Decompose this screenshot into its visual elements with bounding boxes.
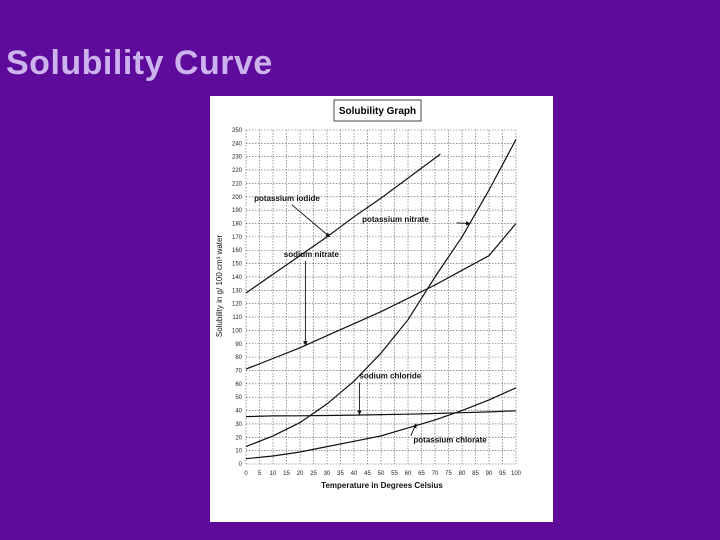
y-tick-label: 170 [232,235,243,241]
y-tick-label: 80 [235,355,242,361]
annotation-label: potassium nitrate [362,215,429,224]
y-tick-label: 210 [232,181,243,187]
y-tick-label: 150 [232,262,243,268]
y-tick-label: 50 [235,395,242,401]
y-tick-label: 140 [232,275,243,281]
annotation-label: potassium chlorate [413,436,487,445]
x-tick-label: 55 [391,471,398,477]
annotation-label: sodium nitrate [284,250,340,259]
y-tick-label: 200 [232,195,243,201]
solubility-chart: Solubility Graph 01020304050607080901001… [215,99,522,490]
chart-frame: Solubility Graph 0 10 20 30 40 50 60 70 80 90 100 1… [210,96,553,522]
x-tick-label: 80 [459,471,466,477]
x-tick-label: 60 [405,471,412,477]
annotation-label: potassium iodide [254,194,320,203]
x-tick-label: 85 [472,471,479,477]
y-tick-label: 110 [232,315,242,321]
y-tick-label: 250 [232,128,243,134]
x-tick-label: 45 [364,471,371,477]
tick-labels: 0102030405060708090100110120130140150160… [232,128,522,477]
x-tick-label: 10 [270,471,277,477]
series-line-potassium-nitrate [245,139,517,448]
x-tick-label: 95 [499,471,506,477]
y-tick-label: 230 [232,155,243,161]
slide-title: Solubility Curve [6,44,273,82]
x-tick-label: 0 [244,471,248,477]
x-tick-label: 15 [283,471,290,477]
y-tick-label: 20 [235,435,242,441]
y-tick-label: 130 [232,288,243,294]
x-axis-label: Temperature in Degrees Celsius [321,481,443,490]
grid [245,129,517,465]
x-tick-label: 65 [418,471,425,477]
series-line-sodium-nitrate [245,223,517,370]
series-line-potassium-iodide [245,153,441,294]
y-tick-label: 90 [235,342,242,348]
annotations: potassium iodide potassium nitrate sodium … [254,194,487,445]
y-tick-label: 100 [232,328,243,334]
x-tick-label: 75 [445,471,452,477]
annotation-label: sodium chloride [359,371,421,380]
y-tick-label: 190 [232,208,243,214]
x-tick-label: 90 [486,471,493,477]
series-line-potassium-chlorate [245,387,517,460]
y-tick-label: 160 [232,248,243,254]
annotation-arrow [410,423,417,437]
y-tick-label: 180 [232,222,243,228]
y-axis-label: Solubility in g/ 100 cm³ water [215,235,224,338]
y-tick-label: 60 [235,382,242,388]
chart-title: Solubility Graph [339,106,416,117]
y-tick-label: 30 [235,422,242,428]
x-tick-label: 35 [337,471,344,477]
y-tick-label: 40 [235,409,242,415]
y-tick-label: 0 [239,462,243,468]
chart-title-box: Solubility Graph [333,99,422,122]
y-tick-label: 70 [235,368,242,374]
y-tick-label: 120 [232,302,243,308]
x-tick-label: 50 [378,471,385,477]
y-tick-label: 10 [235,449,242,455]
series-line-sodium-chloride [245,410,517,418]
x-tick-label: 70 [432,471,439,477]
x-tick-label: 30 [324,471,331,477]
x-tick-label: 40 [351,471,358,477]
series-lines [245,139,517,460]
y-tick-label: 240 [232,141,243,147]
annotation-arrow [291,204,331,238]
y-tick-label: 220 [232,168,243,174]
x-tick-label: 5 [258,471,262,477]
x-tick-label: 25 [310,471,317,477]
x-tick-label: 20 [297,471,304,477]
x-tick-label: 100 [511,471,522,477]
annotation-arrow [456,221,471,226]
